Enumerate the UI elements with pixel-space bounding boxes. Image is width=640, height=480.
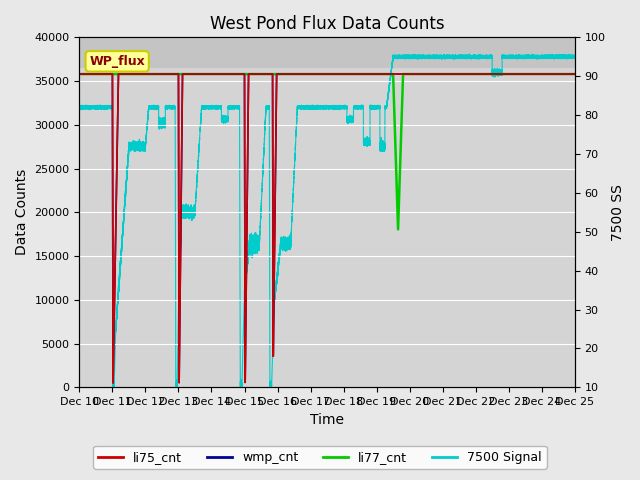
Y-axis label: 7500 SS: 7500 SS	[611, 184, 625, 241]
X-axis label: Time: Time	[310, 413, 344, 427]
Title: West Pond Flux Data Counts: West Pond Flux Data Counts	[210, 15, 444, 33]
Bar	[79, 37, 575, 68]
Legend: li75_cnt, wmp_cnt, li77_cnt, 7500 Signal: li75_cnt, wmp_cnt, li77_cnt, 7500 Signal	[93, 446, 547, 469]
Text: WP_flux: WP_flux	[90, 55, 145, 68]
Y-axis label: Data Counts: Data Counts	[15, 169, 29, 255]
